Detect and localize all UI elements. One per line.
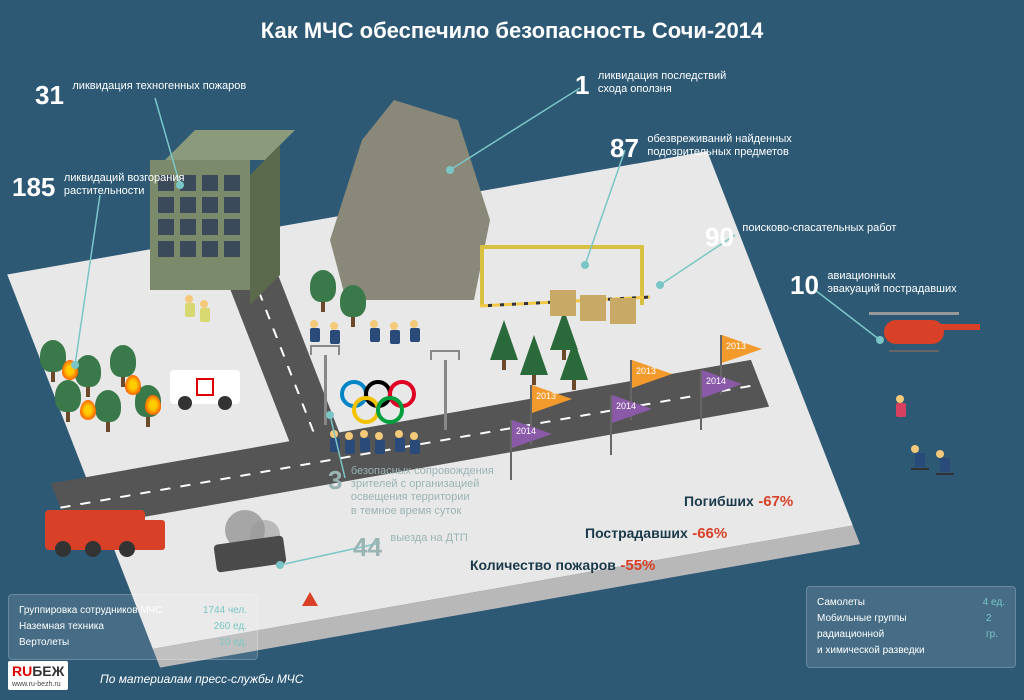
- stat-veg-fires: 185 ликвидаций возгорания растительности: [12, 172, 184, 203]
- stat-suspicious: 87 обезвреживаний найденных подозрительн…: [610, 133, 792, 164]
- rubezh-logo: RUБЕЖ www.ru-bezh.ru: [8, 661, 68, 690]
- stat-tech-fires: 31 ликвидация техногенных пожаров: [35, 80, 246, 111]
- stat-aviation: 10 авиационных эвакуаций пострадавших: [790, 270, 957, 301]
- resources-box-left: Группировка сотрудников МЧС1744 чел. Наз…: [8, 594, 258, 660]
- stat-escort: 3 безопасных сопровождения зрителей с ор…: [328, 465, 494, 518]
- stat-landslide: 1 ликвидация последствий схода оползня: [575, 70, 726, 101]
- stat-rescue: 90 поисково-спасательных работ: [705, 222, 896, 253]
- stat-dtp: 44 выезда на ДТП: [353, 532, 468, 563]
- resources-box-right: Самолеты4 ед. Мобильные группы радиацион…: [806, 586, 1016, 668]
- source-credit: По материалам пресс-службы МЧС: [100, 672, 303, 686]
